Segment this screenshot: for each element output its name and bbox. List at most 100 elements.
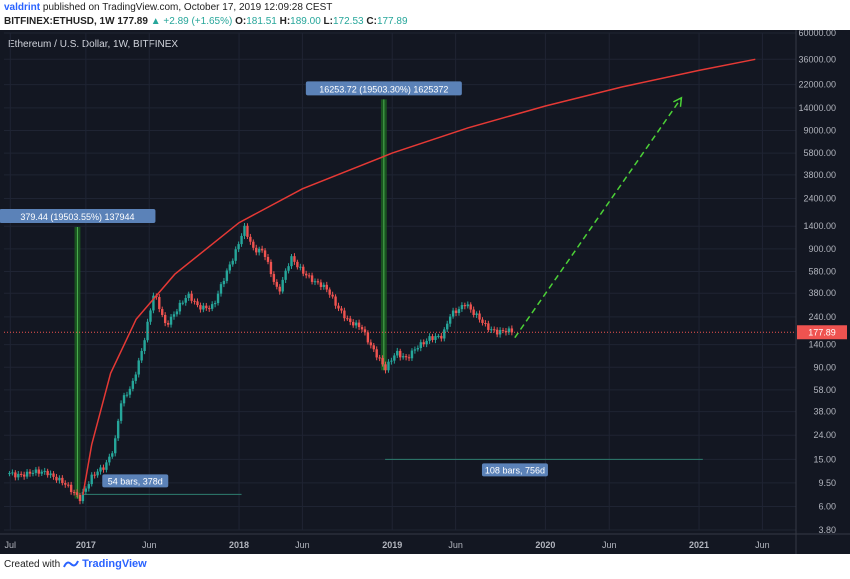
author-link[interactable]: valdrint [4, 2, 41, 13]
bar-range-label-bg-1 [102, 474, 169, 488]
y-tick-label: 5800.00 [803, 148, 836, 158]
candle-body [340, 308, 343, 311]
candle-body [31, 472, 35, 474]
candle-body [410, 350, 414, 359]
candle-body [404, 356, 408, 358]
high-value: 189.00 [290, 16, 321, 27]
footer: Created with TradingView [4, 558, 147, 570]
candle-body [393, 355, 396, 361]
y-axis: 60000.00 36000.00 22000.00 14000.00 9000.00 5… [795, 28, 836, 554]
candle-body [128, 388, 132, 395]
candle-body [11, 472, 14, 474]
candle-body [119, 403, 123, 421]
current-price-tag: 177.89 [808, 327, 836, 337]
candle-body [296, 261, 299, 268]
candle-body [257, 248, 261, 253]
candle-body [381, 358, 384, 365]
candle-body [72, 492, 76, 494]
candle-body [222, 280, 226, 285]
candle-body [510, 328, 514, 333]
candle-body [498, 330, 502, 335]
y-tick-label: 60000.00 [798, 30, 836, 38]
candle-body [125, 394, 129, 396]
y-tick-label: 22000.00 [798, 80, 836, 90]
y-tick-label: 140.00 [808, 340, 836, 350]
symbol-label: BITFINEX:ETHUSD, 1W [4, 16, 115, 27]
candle-body [466, 304, 469, 307]
y-tick-label: 2400.00 [803, 193, 836, 203]
x-tick-label: Jun [448, 540, 463, 550]
candle-body [81, 491, 85, 502]
y-tick-label: 9000.00 [803, 126, 836, 136]
candle-body [504, 330, 508, 333]
candle-body [493, 329, 496, 331]
candle-body [20, 473, 23, 475]
candle-body [481, 319, 484, 323]
candle-body [46, 470, 49, 476]
x-tick-label: 2019 [382, 540, 402, 550]
y-tick-label: 240.00 [808, 312, 836, 322]
candle-body [252, 241, 255, 248]
candle-body [434, 336, 437, 340]
candle-body [93, 474, 96, 476]
candle-body [328, 289, 331, 295]
x-tick-label: Jun [295, 540, 310, 550]
candle-body [272, 274, 276, 282]
candle-body [61, 477, 64, 484]
candle-body [52, 473, 55, 477]
tradingview-link[interactable]: TradingView [82, 558, 147, 570]
candle-body [437, 335, 440, 337]
candle-body [55, 476, 58, 481]
candle-body [422, 342, 425, 345]
candle-body [37, 469, 41, 474]
y-tick-label: 3800.00 [803, 170, 836, 180]
candle-body [122, 395, 126, 404]
candle-body [357, 322, 361, 328]
y-tick-label: 3.80 [818, 525, 836, 535]
candle-body [346, 318, 349, 320]
high-label: H: [279, 16, 291, 27]
y-tick-label: 36000.00 [798, 54, 836, 64]
candle-body [137, 360, 140, 375]
close-value: 177.89 [376, 16, 408, 27]
chart-area[interactable]: Ethereum / U.S. Dollar, 1W, BITFINEX Jul… [0, 28, 850, 554]
candle-body [175, 311, 179, 315]
candle-body [463, 305, 467, 307]
candle-body [69, 484, 73, 493]
x-tick-label: 2018 [229, 540, 249, 550]
candle-body [349, 318, 352, 322]
publish-line: valdrint published on TradingView.com, O… [4, 2, 332, 13]
measure-label-bg-2 [305, 81, 462, 96]
candle-body [105, 462, 108, 470]
candle-body [78, 494, 82, 502]
candle-body [372, 345, 375, 350]
candle-body [352, 321, 355, 326]
candle-body [249, 236, 252, 242]
y-tick-label: 90.00 [813, 362, 836, 372]
bar-range-label-bg-2 [481, 463, 548, 477]
tradingview-logo-icon [63, 560, 80, 568]
candle-body [469, 304, 472, 310]
candle-body [111, 453, 114, 457]
candle-body [243, 225, 246, 236]
x-tick-label: 2017 [76, 540, 96, 550]
candle-body [484, 322, 487, 324]
candle-body [25, 471, 29, 477]
candle-body [472, 309, 475, 315]
candle-body [196, 301, 199, 306]
candle-body [116, 420, 120, 439]
y-tick-label: 14000.00 [798, 103, 836, 113]
y-tick-label: 38.00 [813, 407, 836, 417]
measure-label-bg-1 [0, 208, 156, 223]
candle-body [140, 350, 143, 361]
candle-body [178, 302, 182, 312]
candle-body [143, 340, 146, 351]
published-text: published on TradingView.com, October 17… [42, 2, 333, 13]
chart-svg[interactable]: Ethereum / U.S. Dollar, 1W, BITFINEX Jul… [0, 28, 850, 554]
candle-body [390, 360, 393, 362]
candle-body [102, 467, 105, 470]
candle-body [460, 305, 464, 310]
candle-body [446, 323, 449, 330]
candle-body [234, 249, 237, 261]
candle-body [231, 260, 234, 265]
